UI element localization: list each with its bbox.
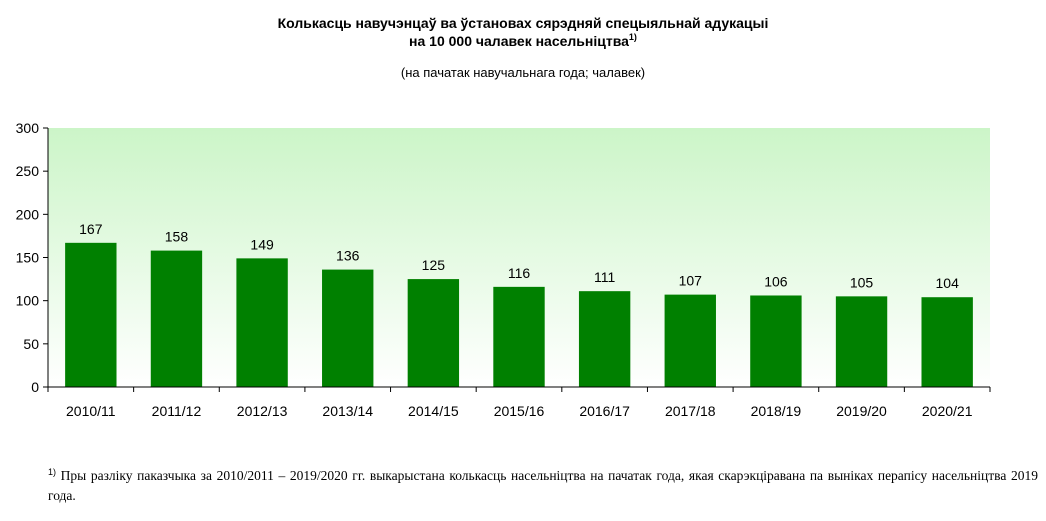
data-label: 107 bbox=[679, 273, 703, 289]
data-label: 116 bbox=[508, 265, 531, 281]
data-label: 136 bbox=[336, 248, 360, 264]
x-tick-label: 2010/11 bbox=[66, 403, 116, 419]
x-tick-label: 2019/20 bbox=[836, 403, 887, 419]
chart-title-line-2-text: на 10 000 чалавек насельніцтва bbox=[409, 33, 629, 49]
y-axis-ticks: 0 50 100 150 200 250 300 bbox=[16, 120, 48, 395]
bar bbox=[150, 250, 203, 387]
data-label: 167 bbox=[79, 221, 103, 237]
y-tick-label: 150 bbox=[16, 250, 40, 266]
footnote-text: Пры разліку паказчыка за 2010/2011 – 201… bbox=[48, 468, 1038, 503]
bar bbox=[322, 269, 374, 387]
chart-title-line-1: Колькасць навучэнцаў ва ўстановах сярэдн… bbox=[277, 15, 769, 31]
bars-group bbox=[65, 242, 973, 387]
title-footnote-marker: 1) bbox=[628, 32, 637, 42]
bar bbox=[65, 242, 117, 387]
y-tick-label: 300 bbox=[16, 120, 40, 136]
bar bbox=[835, 296, 888, 387]
data-label: 105 bbox=[850, 274, 874, 290]
x-tick-label: 2020/21 bbox=[922, 403, 973, 419]
data-label: 125 bbox=[422, 257, 446, 273]
x-tick-label: 2015/16 bbox=[494, 403, 545, 419]
x-tick-label: 2018/19 bbox=[751, 403, 802, 419]
data-label: 106 bbox=[764, 273, 788, 289]
y-tick-label: 50 bbox=[23, 336, 39, 352]
data-label: 104 bbox=[936, 275, 960, 291]
chart-subtitle: (на пачатак навучальнага года; чалавек) bbox=[400, 65, 646, 80]
data-labels-group: 167 158 149 136 125 116 111 107 106 105 104 bbox=[79, 221, 959, 291]
x-tick-label: 2017/18 bbox=[665, 403, 716, 419]
x-tick-label: 2016/17 bbox=[579, 403, 630, 419]
data-label: 149 bbox=[250, 236, 274, 252]
bar bbox=[921, 297, 973, 387]
bar bbox=[493, 286, 545, 387]
bar bbox=[236, 258, 288, 387]
bar bbox=[578, 291, 631, 387]
x-tick-label: 2014/15 bbox=[408, 403, 459, 419]
bar bbox=[664, 294, 716, 387]
bar bbox=[750, 295, 802, 387]
chart-title-line-2: на 10 000 чалавек насельніцтва1) bbox=[0, 32, 1046, 50]
footnote-marker: 1) bbox=[48, 467, 57, 477]
y-tick-label: 200 bbox=[16, 206, 40, 222]
footnote: 1) Пры разліку паказчыка за 2010/2011 – … bbox=[48, 466, 1038, 506]
y-tick-label: 0 bbox=[31, 379, 39, 395]
x-tick-label: 2011/12 bbox=[152, 403, 202, 419]
chart-title: Колькасць навучэнцаў ва ўстановах сярэдн… bbox=[0, 14, 1046, 50]
x-tick-label: 2012/13 bbox=[237, 403, 288, 419]
x-axis-ticks: 2010/11 2011/12 2012/13 2013/14 2014/15 2015/… bbox=[47, 387, 991, 419]
data-label: 158 bbox=[165, 229, 189, 245]
data-label: 111 bbox=[594, 269, 615, 285]
y-tick-label: 100 bbox=[16, 293, 40, 309]
bar-chart: 167 158 149 136 125 116 111 107 106 105 104 0 50 100… bbox=[16, 120, 991, 419]
y-tick-label: 250 bbox=[16, 163, 40, 179]
bar bbox=[407, 279, 460, 387]
x-tick-label: 2013/14 bbox=[322, 403, 373, 419]
